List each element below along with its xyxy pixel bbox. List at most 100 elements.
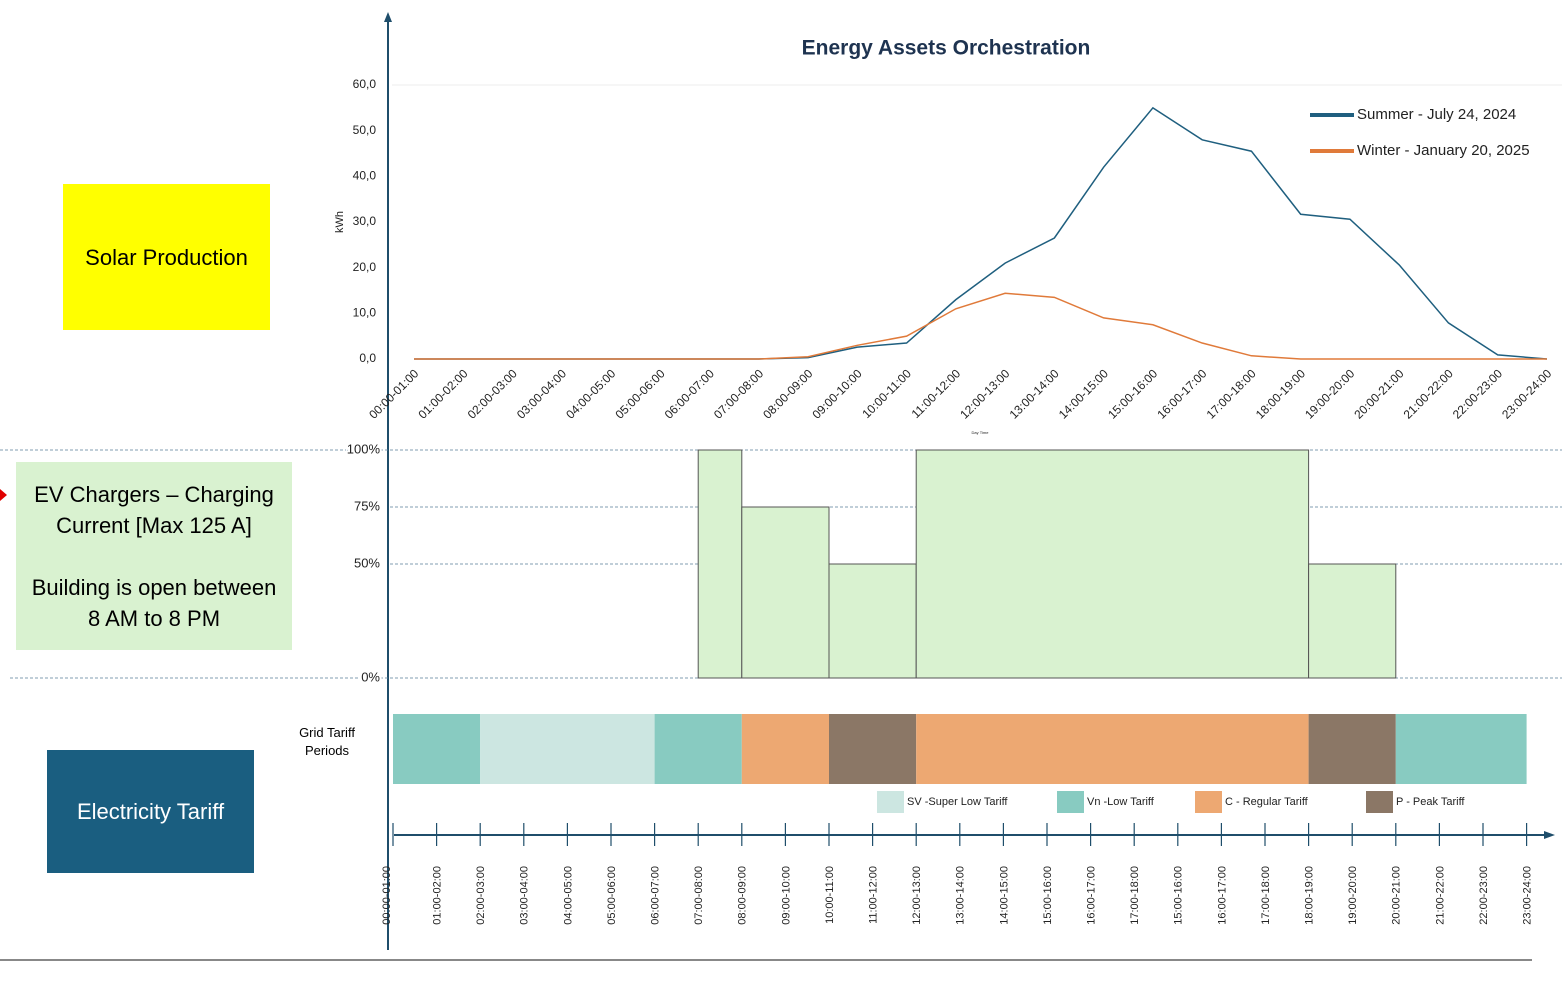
- x-tick-label: 05:00-06:00: [612, 366, 667, 421]
- x-tick-label: 20:00-21:00: [1351, 366, 1406, 421]
- x-tick-label: 12:00-13:00: [911, 866, 923, 925]
- x-tick-label: 18:00-19:00: [1253, 366, 1308, 421]
- bar: [828, 563, 917, 679]
- x-axis-label: Day Time: [972, 430, 990, 435]
- tariff-period: [916, 714, 1309, 784]
- legend-swatch: [877, 791, 904, 813]
- y-tick-label: 100%: [347, 441, 381, 456]
- legend-swatch: [1366, 791, 1393, 813]
- tariff-period: [654, 714, 742, 784]
- x-tick-label: 08:00-09:00: [737, 866, 749, 925]
- axis-arrow: [1544, 831, 1555, 839]
- x-tick-label: 12:00-13:00: [957, 366, 1012, 421]
- tariff-period: [393, 714, 481, 784]
- tariff-period: [480, 714, 655, 784]
- y-axis-label: Grid Tariff Periods: [290, 724, 364, 760]
- ev-box: EV Chargers – Charging Current [Max 125 …: [16, 462, 292, 650]
- y-tick-label: 0,0: [359, 351, 376, 365]
- x-tick-label: 06:00-07:00: [650, 866, 662, 925]
- x-tick-label: 13:00-14:00: [1007, 366, 1062, 421]
- tariff-period: [1308, 714, 1396, 784]
- x-tick-label: 15:00-16:00: [1173, 866, 1185, 925]
- x-tick-label: 05:00-06:00: [606, 866, 618, 925]
- x-tick-label: 23:00-24:00: [1522, 866, 1534, 925]
- tariff-period: [829, 714, 917, 784]
- x-tick-label: 01:00-02:00: [415, 366, 470, 421]
- x-tick-label: 07:00-08:00: [711, 366, 766, 421]
- x-tick-label: 15:00-16:00: [1105, 366, 1160, 421]
- chart-title: Energy Assets Orchestration: [802, 37, 1091, 60]
- bar: [915, 449, 1310, 679]
- x-tick-label: 21:00-22:00: [1434, 866, 1446, 925]
- x-tick-label: 21:00-22:00: [1401, 366, 1456, 421]
- solar-box: Solar Production: [63, 184, 270, 330]
- y-tick-label: 75%: [354, 498, 380, 513]
- box-label: EV Chargers – Charging Current [Max 125 …: [34, 481, 274, 538]
- x-tick-label: 16:00-17:00: [1154, 366, 1209, 421]
- x-tick-label: 11:00-12:00: [868, 866, 880, 924]
- x-tick-label: 04:00-05:00: [563, 366, 618, 421]
- tariff-axis-label: Grid Tariff Periods: [299, 725, 355, 758]
- y-tick-label: 50%: [354, 555, 380, 570]
- x-tick-label: 16:00-17:00: [1216, 866, 1228, 925]
- box-label: Solar Production: [85, 244, 248, 270]
- x-tick-label: 02:00-03:00: [465, 366, 520, 421]
- x-tick-label: 22:00-23:00: [1478, 866, 1490, 925]
- x-tick-label: 14:00-15:00: [998, 866, 1010, 925]
- x-tick-label: 15:00-16:00: [1042, 866, 1054, 925]
- legend-label: C - Regular Tariff: [1225, 796, 1309, 808]
- line-series: [414, 292, 1547, 360]
- x-tick-label: 09:00-10:00: [810, 366, 865, 421]
- bar: [741, 506, 830, 679]
- legend-label: SV -Super Low Tariff: [907, 796, 1008, 808]
- x-tick-label: 06:00-07:00: [662, 366, 717, 421]
- x-tick-label: 10:00-11:00: [824, 866, 836, 924]
- x-tick-label: 04:00-05:00: [562, 866, 574, 925]
- x-tick-label: 23:00-24:00: [1499, 366, 1554, 421]
- x-tick-label: 03:00-04:00: [519, 866, 531, 925]
- y-tick-label: 10,0: [353, 306, 377, 320]
- legend-label: Vn -Low Tariff: [1087, 796, 1155, 808]
- y-tick-label: 20,0: [353, 260, 377, 274]
- x-tick-label: 02:00-03:00: [475, 866, 487, 925]
- legend-swatch: [1057, 791, 1084, 813]
- x-tick-label: 19:00-20:00: [1347, 866, 1359, 925]
- pointer: [0, 489, 7, 501]
- x-tick-label: 11:00-12:00: [909, 366, 964, 421]
- x-tick-label: 01:00-02:00: [432, 866, 444, 925]
- tariff-box: Electricity Tariff: [47, 750, 254, 873]
- bar: [697, 449, 743, 679]
- y-tick-label: 0%: [361, 669, 380, 684]
- x-tick-label: 17:00-18:00: [1129, 866, 1141, 925]
- x-tick-label: 00:00-01:00: [366, 366, 421, 421]
- bar: [1308, 563, 1397, 679]
- x-tick-label: 13:00-14:00: [955, 866, 967, 925]
- x-tick-label: 16:00-17:00: [1086, 866, 1098, 925]
- legend-swatch: [1195, 791, 1222, 813]
- x-tick-label: 20:00-21:00: [1391, 866, 1403, 925]
- x-tick-label: 17:00-18:00: [1204, 366, 1259, 421]
- x-tick-label: 22:00-23:00: [1450, 366, 1505, 421]
- legend-label: P - Peak Tariff: [1396, 796, 1465, 808]
- box-label: Building is open between 8 AM to 8 PM: [31, 574, 277, 631]
- x-tick-label: 14:00-15:00: [1056, 366, 1111, 421]
- legend-label: Summer - July 24, 2024: [1357, 106, 1516, 123]
- tariff-period: [1395, 714, 1527, 784]
- x-tick-label: 10:00-11:00: [859, 366, 914, 421]
- y-axis-label: kWh: [334, 211, 346, 233]
- y-tick-label: 40,0: [353, 169, 377, 183]
- x-tick-label: 08:00-09:00: [760, 366, 815, 421]
- axis-arrow: [384, 12, 392, 22]
- x-tick-label: 09:00-10:00: [780, 866, 792, 925]
- x-tick-label: 00:00-01:00: [381, 866, 393, 925]
- y-tick-label: 50,0: [353, 123, 377, 137]
- y-tick-label: 60,0: [353, 77, 377, 91]
- x-tick-label: 19:00-20:00: [1302, 366, 1357, 421]
- x-tick-label: 17:00-18:00: [1260, 866, 1272, 925]
- x-tick-label: 03:00-04:00: [514, 366, 569, 421]
- legend-label: Winter - January 20, 2025: [1357, 142, 1530, 159]
- x-tick-label: 07:00-08:00: [693, 866, 705, 925]
- tariff-period: [741, 714, 829, 784]
